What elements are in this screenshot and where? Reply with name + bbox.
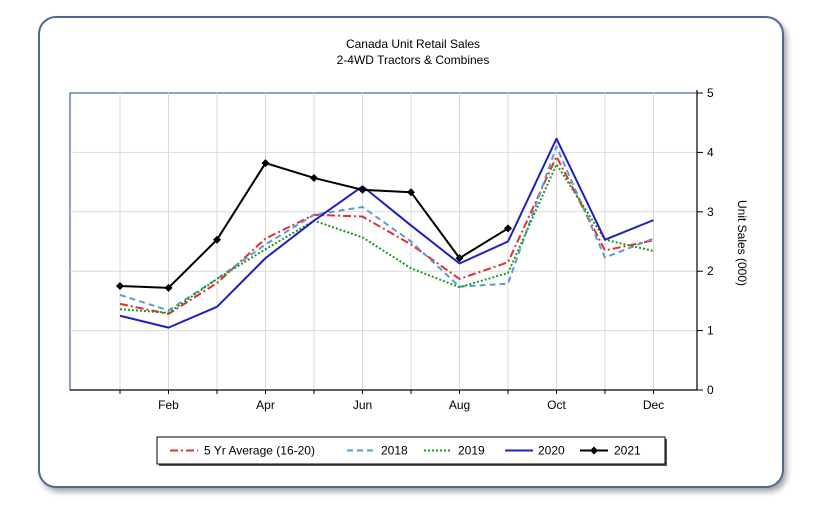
series-layer <box>116 137 654 329</box>
data-point-marker <box>455 254 464 263</box>
x-tick-label: Oct <box>547 398 566 412</box>
data-point-marker <box>261 159 270 168</box>
data-point-marker <box>116 282 124 291</box>
x-tick-label: Feb <box>158 398 179 412</box>
x-tick-label: Jun <box>353 398 372 412</box>
legend-marker <box>590 446 598 455</box>
y-tick-label: 4 <box>707 145 714 159</box>
axes: 0 1 2 3 4 5 Feb Apr Jun Aug Oct Dec <box>70 86 714 412</box>
y-tick-label: 1 <box>707 324 714 338</box>
data-point-marker <box>504 224 512 233</box>
data-point-marker <box>358 185 367 194</box>
series-line <box>119 163 654 314</box>
series-line <box>119 155 654 315</box>
chart-subtitle: 2-4WD Tractors & Combines <box>337 53 490 67</box>
series-line <box>119 137 654 329</box>
legend-label: 5 Yr Average (16-20) <box>204 444 315 458</box>
chart-title: Canada Unit Retail Sales <box>346 37 480 51</box>
series-line <box>119 145 654 312</box>
data-point-marker <box>213 235 221 244</box>
plot-area <box>69 92 698 391</box>
legend-label: 2018 <box>381 444 408 458</box>
data-point-marker <box>164 283 173 292</box>
series-2021 <box>116 159 512 292</box>
legend: 5 Yr Average (16-20) 2018 2019 2020 2021 <box>156 436 667 466</box>
data-point-marker <box>310 173 318 182</box>
legend-label: 2021 <box>614 444 641 458</box>
y-tick-label: 5 <box>707 86 714 100</box>
data-point-marker <box>407 188 415 197</box>
legend-label: 2020 <box>538 444 565 458</box>
series-5-yr-average-16-20 <box>119 155 654 315</box>
legend-label: 2019 <box>458 444 485 458</box>
x-tick-label: Apr <box>256 398 275 412</box>
y-tick-label: 0 <box>707 383 714 397</box>
series-2018 <box>119 145 654 312</box>
series-2019 <box>119 163 654 314</box>
y-tick-label: 2 <box>707 264 714 278</box>
grid-lines <box>70 93 697 390</box>
series-2020 <box>119 137 654 329</box>
x-tick-label: Aug <box>449 398 470 412</box>
y-axis-label: Unit Sales (000) <box>735 200 749 286</box>
x-tick-label: Dec <box>643 398 664 412</box>
plot-border <box>69 92 698 391</box>
y-tick-label: 3 <box>707 205 714 219</box>
